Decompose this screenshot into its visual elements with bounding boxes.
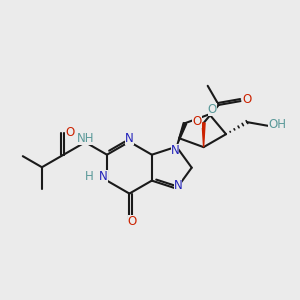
Text: H: H (85, 170, 94, 183)
Text: N: N (125, 132, 134, 145)
Text: N: N (171, 144, 179, 157)
Text: O: O (208, 103, 217, 116)
Text: O: O (193, 115, 202, 128)
Text: OH: OH (268, 118, 286, 131)
Text: N: N (99, 170, 108, 183)
Text: NH: NH (76, 132, 94, 145)
Text: O: O (65, 126, 75, 139)
Polygon shape (176, 123, 187, 147)
Text: O: O (128, 215, 137, 228)
Text: N: N (174, 179, 182, 192)
Text: O: O (242, 93, 252, 106)
Polygon shape (202, 123, 205, 147)
